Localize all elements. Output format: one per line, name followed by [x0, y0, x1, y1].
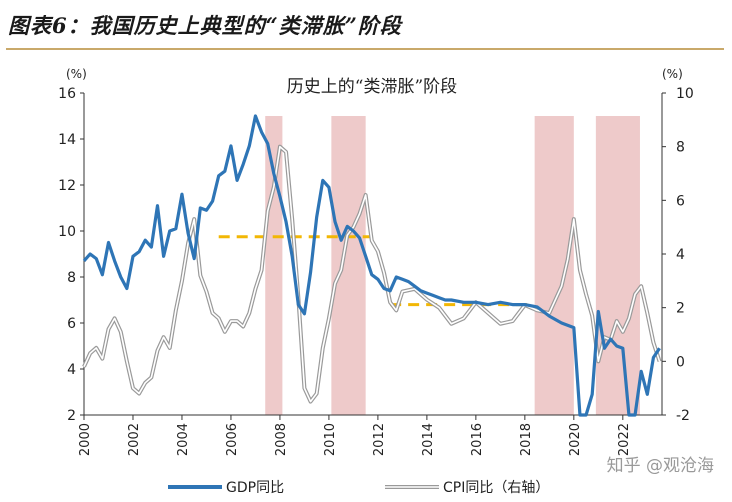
left-tick-label: 2: [67, 408, 76, 424]
figure-title: 图表6：我国历史上典型的“类滞胀”阶段: [8, 13, 402, 38]
cpi-line: [83, 145, 661, 403]
stagflation-bands: [265, 116, 640, 415]
chart-title: 历史上的“类滞胀”阶段: [287, 77, 457, 97]
left-tick-label: 8: [67, 270, 76, 286]
x-tick-label: 2000: [78, 423, 93, 456]
left-tick-label: 4: [67, 362, 76, 378]
watermark: 知乎 @观沧海: [606, 456, 714, 476]
x-tick-label: 2022: [617, 423, 632, 456]
left-tick-label: 12: [58, 178, 76, 194]
x-tick-label: 2002: [127, 423, 142, 456]
stagflation-band-4: [595, 116, 640, 415]
x-tick-label: 2008: [274, 423, 289, 456]
right-axis-unit: (%): [662, 67, 683, 81]
x-tick-label: 2004: [176, 423, 191, 456]
left-tick-label: 16: [58, 86, 76, 102]
left-tick-label: 6: [67, 316, 76, 332]
legend-label-gdp: GDP同比: [226, 480, 284, 496]
x-tick-label: 2018: [519, 423, 534, 456]
axes: 2 4 6 8 10 12 14 16 -2 0 2 4 6 8 10 2000 2002 2004 2006 200…: [58, 86, 694, 456]
title-rule: [6, 48, 724, 50]
right-tick-label: -2: [676, 408, 690, 424]
right-tick-label: 6: [676, 193, 685, 209]
x-tick-label: 2010: [323, 423, 338, 456]
stagflation-band-1: [265, 116, 283, 415]
left-tick-label: 10: [58, 224, 76, 240]
right-tick-label: 4: [676, 247, 685, 263]
x-tick-label: 2014: [421, 423, 436, 456]
x-tick-label: 2016: [470, 423, 485, 456]
right-tick-label: 2: [676, 301, 685, 317]
x-tick-label: 2012: [372, 423, 387, 456]
legend: GDP同比 CPI同比（右轴）: [168, 480, 549, 496]
right-tick-label: 8: [676, 140, 685, 156]
x-tick-label: 2020: [568, 423, 583, 456]
x-tick-label: 2006: [225, 423, 240, 456]
series-lines: [82, 114, 662, 417]
stagflation-band-2: [331, 116, 366, 415]
right-tick-label: 0: [676, 354, 685, 370]
left-axis-unit: (%): [66, 67, 87, 81]
right-tick-label: 10: [676, 86, 694, 102]
left-tick-label: 14: [58, 132, 76, 148]
gdp-line: [82, 114, 661, 417]
legend-label-cpi: CPI同比（右轴）: [443, 480, 549, 496]
